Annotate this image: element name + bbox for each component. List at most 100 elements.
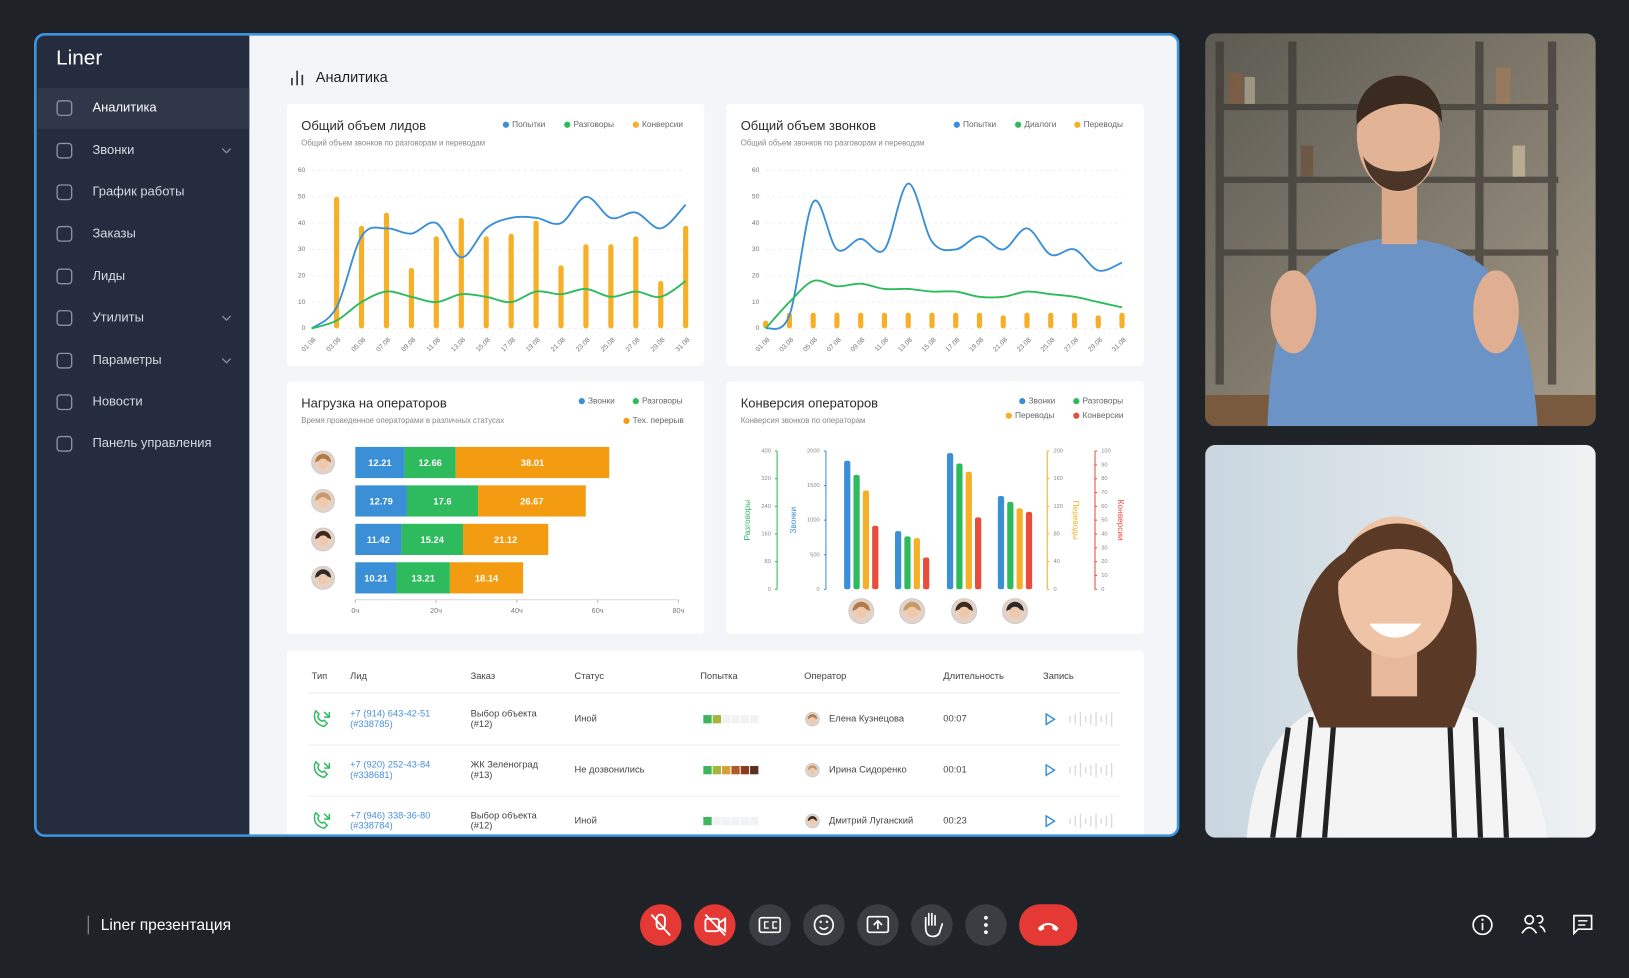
- attempt-square: [731, 765, 740, 775]
- share-border: [34, 32, 1180, 837]
- y-tick-label: 160: [761, 532, 771, 538]
- y-tick-label: 40: [1053, 559, 1059, 565]
- chat-button[interactable]: [1573, 914, 1593, 936]
- y-tick-label: 30: [752, 246, 760, 253]
- bar: [904, 536, 911, 590]
- bar: [946, 453, 954, 590]
- y-tick-label: 30: [298, 246, 306, 253]
- nav-icon: [56, 225, 73, 242]
- more-button[interactable]: [965, 904, 1007, 946]
- bar: [408, 267, 415, 329]
- y-tick-label: 50: [298, 194, 306, 201]
- bar: [956, 463, 963, 590]
- nav-item[interactable]: Новости: [92, 394, 142, 409]
- data-label: 12.21: [368, 458, 391, 468]
- chart-title: Нагрузка на операторов: [301, 396, 447, 411]
- y-tick-label: 60: [752, 167, 760, 174]
- camera-button[interactable]: [693, 904, 736, 946]
- attempt-square: [722, 715, 731, 724]
- bar: [976, 312, 983, 329]
- table-header: Запись: [1043, 671, 1074, 681]
- avatar-face: [317, 458, 329, 469]
- card: [726, 381, 1144, 634]
- card: [726, 103, 1144, 366]
- nav-icon: [56, 268, 73, 285]
- order-id: (#13): [471, 770, 493, 780]
- nav-item[interactable]: Аналитика: [92, 100, 157, 115]
- attempts: [703, 765, 759, 775]
- bar-segment: [478, 485, 586, 517]
- bar-segment: [406, 485, 479, 517]
- axis-label: Разговоры: [742, 500, 752, 541]
- call-controls: [87, 904, 1593, 946]
- y-tick-label: 0: [1101, 587, 1104, 593]
- call-type-icon: [313, 760, 331, 779]
- call-type-icon: [313, 811, 331, 830]
- duration: 00:01: [943, 765, 966, 775]
- avatar-face: [317, 573, 329, 585]
- present-button[interactable]: [857, 904, 899, 946]
- data-label: 12.66: [418, 458, 441, 468]
- play-button[interactable]: [1045, 763, 1056, 777]
- lead-phone[interactable]: +7 (914) 643-42-51: [350, 708, 430, 718]
- nav-item[interactable]: Лиды: [92, 268, 125, 283]
- y-tick-label: 160: [1053, 476, 1063, 482]
- bar: [872, 525, 879, 590]
- bar: [923, 557, 930, 590]
- y-tick-label: 0: [817, 587, 820, 593]
- nav-item[interactable]: Параметры: [92, 352, 161, 367]
- avatar-face: [906, 606, 918, 618]
- nav-item[interactable]: Звонки: [92, 142, 134, 157]
- bar: [810, 312, 816, 329]
- bar-segment: [396, 562, 450, 594]
- legend-label: Разговоры: [573, 119, 614, 129]
- data-label: 12.79: [369, 496, 392, 506]
- mic-button[interactable]: [639, 904, 682, 946]
- lead-phone[interactable]: +7 (946) 338-36-80: [350, 810, 430, 820]
- y-tick-label: 30: [1101, 545, 1107, 551]
- y-tick-label: 100: [1101, 449, 1111, 455]
- data-label: 15.24: [421, 535, 445, 545]
- chart-title: Общий объем лидов: [301, 118, 426, 133]
- end-call-button[interactable]: [1019, 904, 1078, 946]
- info-button[interactable]: [1472, 914, 1493, 936]
- legend-label: Звонки: [588, 395, 615, 405]
- nav-icon: [56, 310, 73, 326]
- attempt-square: [703, 816, 712, 826]
- chart-subtitle: Общий объем звонков по разговорам и пере…: [741, 138, 925, 147]
- bar: [533, 220, 539, 329]
- bar: [508, 233, 514, 329]
- play-button[interactable]: [1045, 712, 1056, 726]
- avatar-hair: [807, 815, 818, 822]
- play-button[interactable]: [1045, 814, 1056, 828]
- lead-phone[interactable]: +7 (920) 252-43-84: [350, 759, 430, 769]
- legend-label: Диалоги: [1024, 119, 1056, 129]
- avatar-hair: [315, 530, 332, 540]
- nav-icon: [56, 352, 73, 369]
- legend-marker: [1073, 412, 1080, 419]
- bar: [683, 225, 689, 329]
- people-button[interactable]: [1521, 914, 1546, 934]
- line: [765, 182, 1123, 330]
- nav-item[interactable]: График работы: [92, 184, 184, 199]
- y-tick-label: 240: [761, 504, 771, 510]
- attempt-square: [712, 715, 721, 724]
- reactions-button[interactable]: [803, 904, 845, 946]
- bar: [608, 244, 614, 329]
- nav-item[interactable]: Панель управления: [92, 435, 211, 450]
- data-label: 18.14: [475, 573, 499, 583]
- bar: [558, 265, 564, 329]
- nav-active: [37, 88, 250, 129]
- order: Выбор объекта: [471, 708, 538, 718]
- y-tick-label: 10: [1101, 573, 1107, 579]
- chart-title: Общий объем звонков: [741, 118, 876, 133]
- order-id: (#12): [471, 719, 493, 729]
- legend-marker: [1019, 398, 1026, 405]
- nav-item[interactable]: Утилиты: [92, 309, 143, 324]
- bar-segment: [355, 523, 402, 555]
- raise-hand-button[interactable]: [911, 904, 953, 946]
- x-tick-label: 0ч: [351, 606, 359, 615]
- nav-item[interactable]: Заказы: [92, 225, 135, 240]
- captions-button[interactable]: [749, 904, 791, 946]
